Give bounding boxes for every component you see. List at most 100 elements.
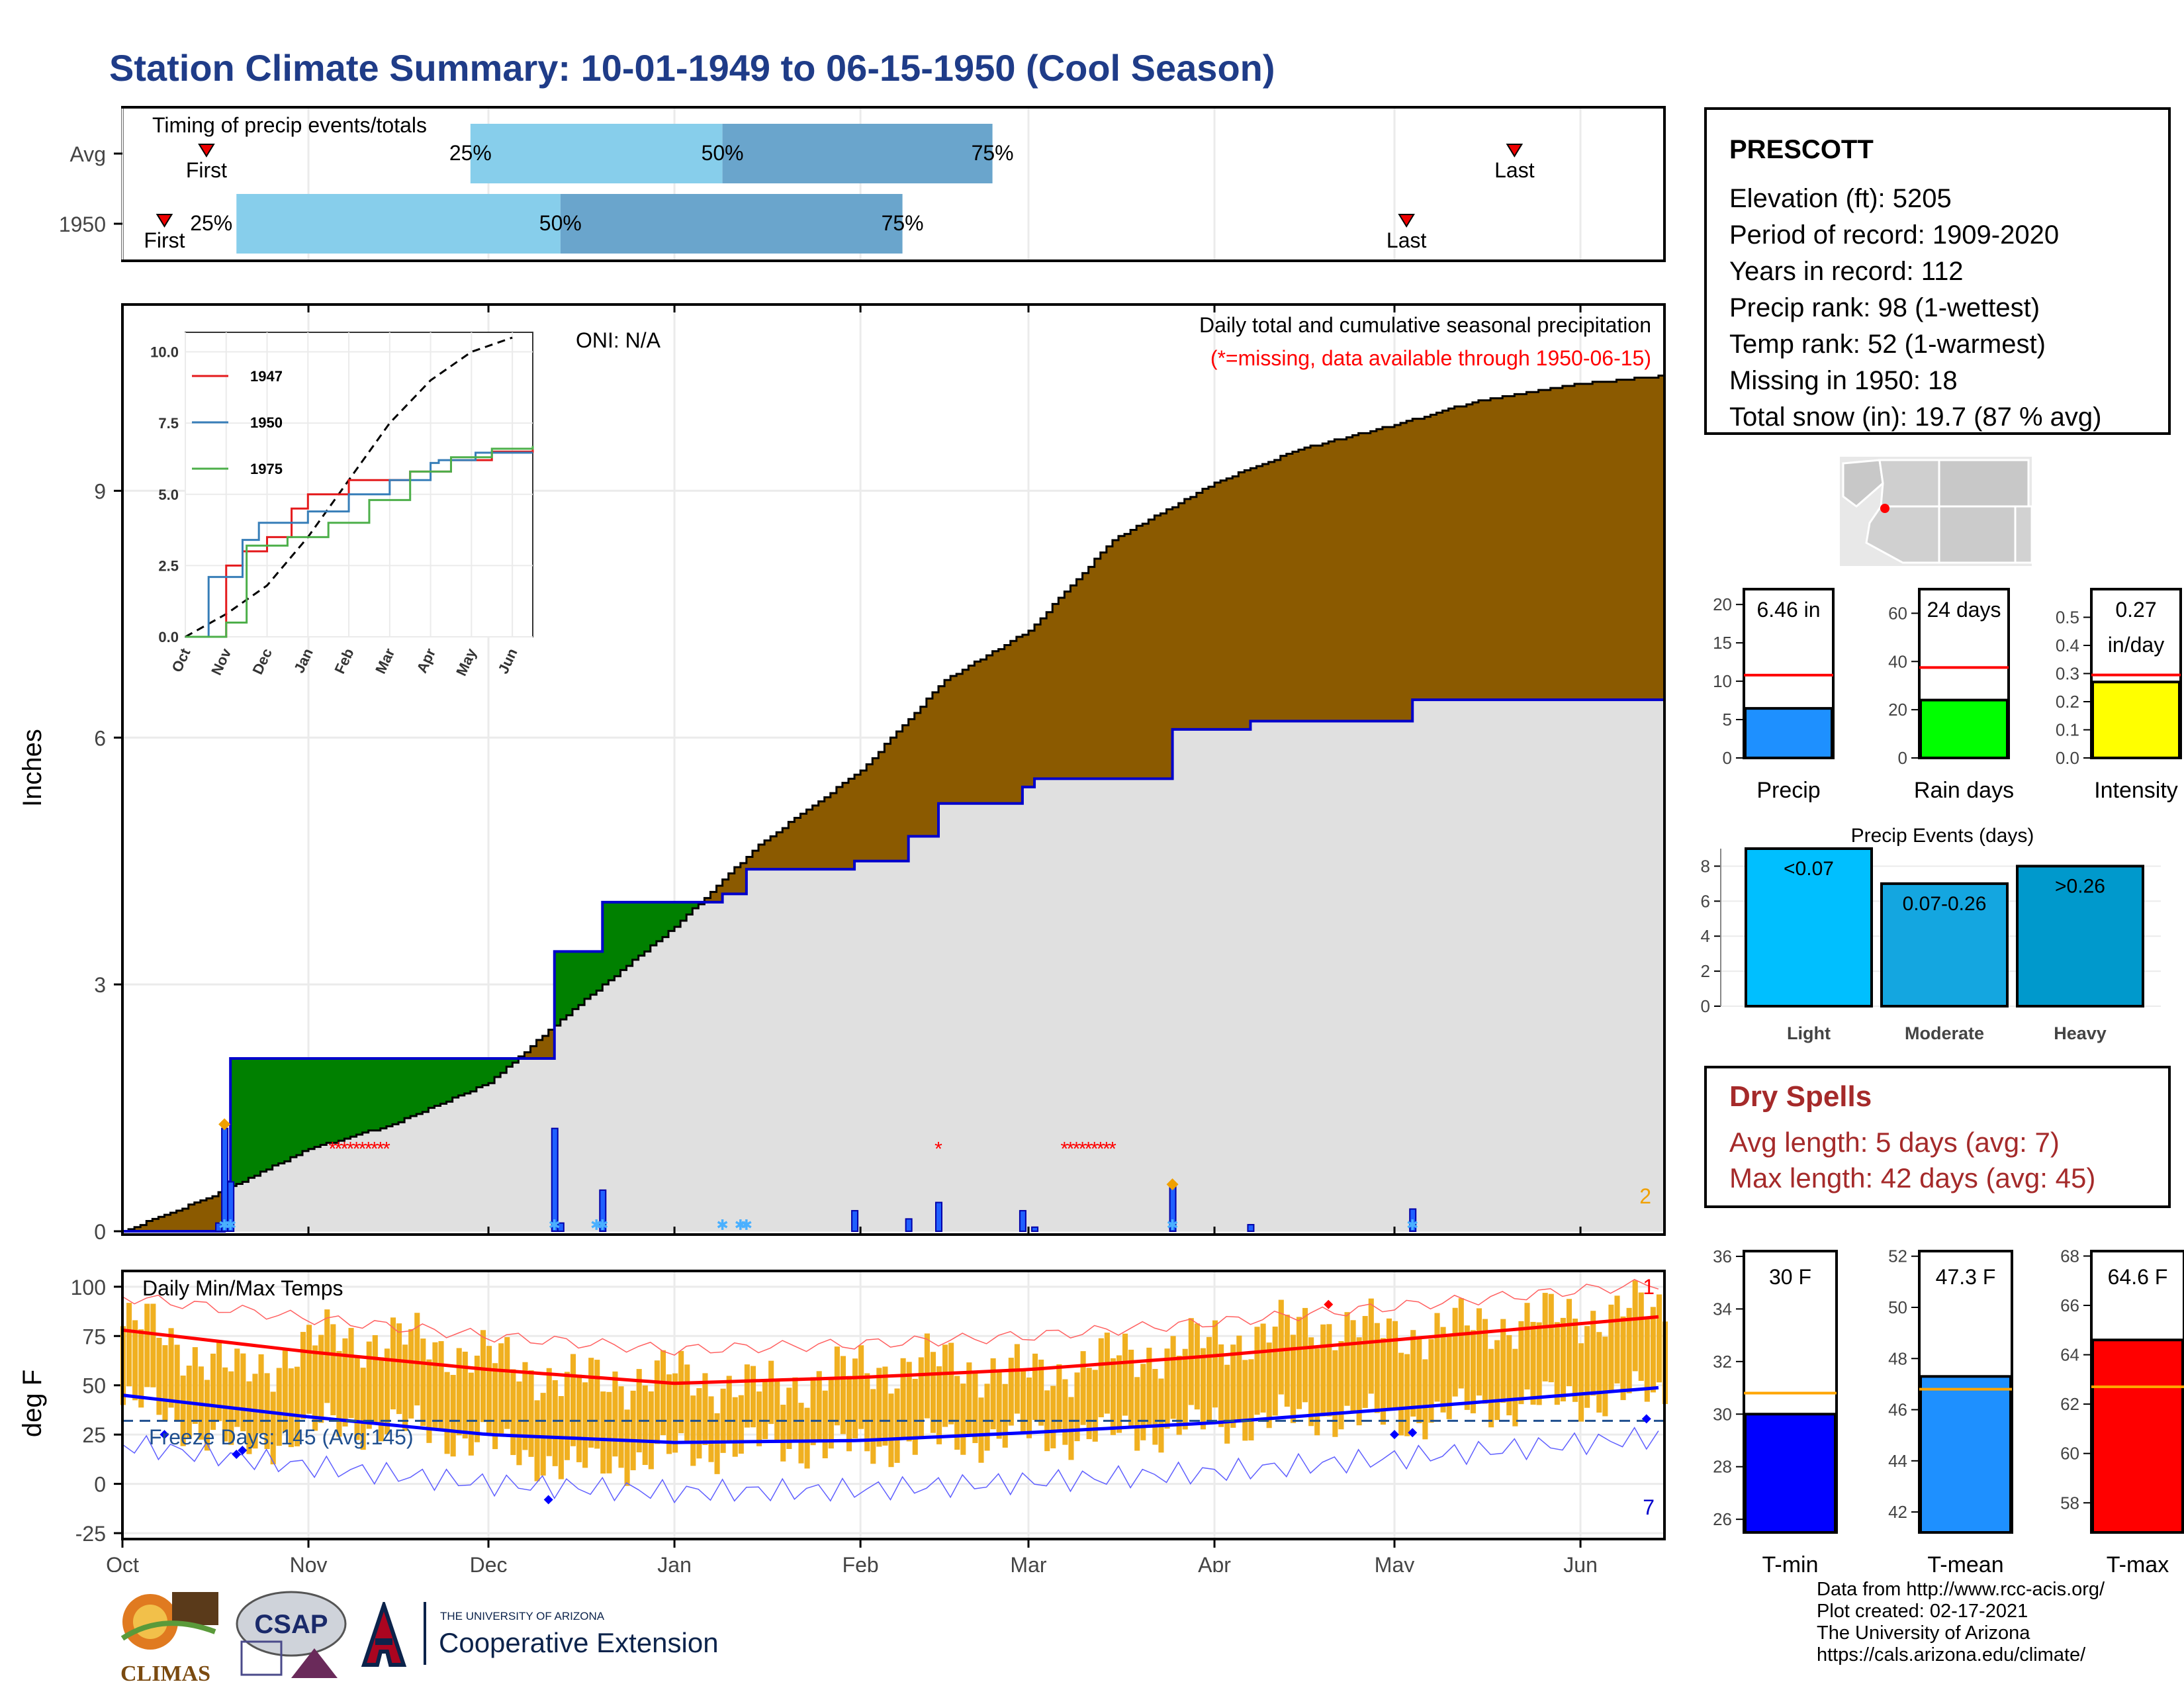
marker-label: Last bbox=[1387, 228, 1427, 252]
corner-top: 1 bbox=[1643, 1275, 1655, 1299]
temp-bar bbox=[1638, 1292, 1644, 1381]
temp-bar bbox=[1374, 1323, 1380, 1413]
mini-tick-label: 0.3 bbox=[2056, 664, 2079, 684]
timing-chart: Timing of precip events/totals Avg First La… bbox=[59, 106, 1666, 262]
temp-bar bbox=[192, 1347, 198, 1425]
temp-chart-title: Daily Min/Max Temps bbox=[142, 1276, 343, 1300]
temp-bar bbox=[576, 1374, 582, 1462]
event-value-label: <0.07 bbox=[1784, 858, 1834, 880]
surplus-area bbox=[224, 902, 705, 1190]
mini-bar bbox=[2091, 680, 2181, 759]
temp-bar bbox=[786, 1387, 792, 1449]
temp-bar bbox=[918, 1357, 924, 1438]
temp-bar bbox=[1338, 1340, 1344, 1430]
temp-bar bbox=[390, 1317, 396, 1410]
y-tick-label: 9 bbox=[94, 479, 106, 503]
temp-bar bbox=[1314, 1348, 1320, 1436]
credit-line: The University of Arizona bbox=[1817, 1622, 2030, 1644]
mini-tick-label: 15 bbox=[1713, 633, 1732, 653]
quartile-label: 25% bbox=[449, 141, 492, 165]
temp-bar bbox=[1578, 1343, 1584, 1422]
x-tick-label: May bbox=[1375, 1553, 1414, 1572]
inset-y-tick: 0.0 bbox=[158, 629, 179, 645]
temp-bar bbox=[354, 1355, 360, 1440]
tbar-value-label: 30 F bbox=[1769, 1265, 1811, 1289]
temp-bar bbox=[840, 1356, 846, 1434]
legend-label: 1950 bbox=[250, 414, 283, 431]
temp-bar bbox=[984, 1383, 990, 1451]
temp-bar bbox=[1248, 1359, 1254, 1441]
temp-bar bbox=[246, 1381, 252, 1454]
temp-bar bbox=[1122, 1333, 1128, 1416]
mini-label: Intensity bbox=[2094, 778, 2178, 803]
y-axis-label: deg F bbox=[18, 1370, 47, 1437]
temp-bar bbox=[780, 1405, 786, 1462]
temp-bar bbox=[1500, 1319, 1506, 1403]
temp-bar bbox=[1056, 1364, 1062, 1432]
mini-tick-label: 5 bbox=[1723, 710, 1732, 729]
temp-bar bbox=[420, 1338, 426, 1427]
temp-bar bbox=[1020, 1370, 1026, 1433]
timing-title: Timing of precip events/totals bbox=[152, 113, 427, 137]
temp-bar bbox=[774, 1381, 780, 1442]
temp-bar bbox=[348, 1328, 354, 1419]
temp-bar bbox=[1404, 1354, 1410, 1436]
temp-bar bbox=[702, 1373, 708, 1445]
record-marker-icon bbox=[1166, 1178, 1179, 1191]
temp-bar bbox=[648, 1391, 654, 1470]
temp-bar bbox=[750, 1366, 756, 1428]
temp-bar bbox=[1044, 1390, 1050, 1452]
missing-marker-icon: * bbox=[347, 1139, 355, 1160]
missing-marker-icon: * bbox=[353, 1139, 361, 1160]
event-category-label: Light bbox=[1787, 1023, 1831, 1043]
temp-bar bbox=[666, 1374, 672, 1454]
temp-bar bbox=[1380, 1338, 1386, 1425]
daily-precip-bar bbox=[934, 1201, 942, 1232]
tbar-tick-label: 68 bbox=[2060, 1246, 2079, 1266]
missing-marker-icon: * bbox=[1097, 1139, 1105, 1160]
temp-bar bbox=[1014, 1344, 1020, 1414]
tbar-tick-label: 66 bbox=[2060, 1295, 2079, 1315]
temp-bar bbox=[300, 1332, 306, 1419]
temp-bar bbox=[234, 1348, 240, 1427]
quartile-bar-light bbox=[470, 124, 723, 183]
temp-bar bbox=[132, 1320, 138, 1401]
temp-bar bbox=[846, 1376, 852, 1452]
temp-bar bbox=[1482, 1319, 1488, 1404]
temp-bar bbox=[1002, 1383, 1008, 1448]
temp-bar bbox=[1464, 1325, 1470, 1410]
temp-bar bbox=[1218, 1344, 1224, 1427]
inset-y-tick: 7.5 bbox=[158, 415, 179, 432]
ua-small-text: THE UNIVERSITY OF ARIZONA bbox=[440, 1610, 605, 1622]
temp-bar bbox=[414, 1313, 420, 1406]
temp-bar bbox=[1200, 1348, 1206, 1430]
temp-bar bbox=[540, 1393, 546, 1476]
temp-bar bbox=[1596, 1332, 1602, 1413]
tbar-tick-label: 42 bbox=[1888, 1502, 1907, 1522]
freeze-days-label: Freeze Days: 145 (Avg:145) bbox=[149, 1425, 414, 1449]
temp-bar bbox=[864, 1373, 870, 1452]
snow-marker-icon: ✱ bbox=[735, 1217, 747, 1233]
temp-bar bbox=[1236, 1335, 1242, 1421]
temp-bar bbox=[336, 1350, 342, 1437]
temp-bar bbox=[150, 1303, 156, 1387]
tbar-bar bbox=[2091, 1338, 2184, 1534]
temp-bar bbox=[1368, 1298, 1374, 1394]
temp-bar bbox=[1008, 1358, 1014, 1426]
x-tick-label: Jun bbox=[1563, 1553, 1598, 1572]
temp-bar bbox=[954, 1376, 960, 1450]
temp-bar bbox=[1524, 1303, 1530, 1390]
temp-bar bbox=[522, 1362, 528, 1450]
tbar-tick-label: 26 bbox=[1713, 1509, 1732, 1529]
tbar-tick-label: 46 bbox=[1888, 1400, 1907, 1420]
tbar-value-label: 47.3 F bbox=[1936, 1265, 1996, 1289]
x-tick-label: Mar bbox=[1010, 1553, 1046, 1572]
tbar-tick-label: 34 bbox=[1713, 1299, 1732, 1319]
climas-logo: CLIMAS bbox=[109, 1585, 222, 1686]
timing-row-label: Avg bbox=[69, 142, 106, 166]
temp-bar bbox=[282, 1350, 288, 1432]
temp-bar bbox=[516, 1381, 522, 1466]
temp-bar bbox=[1422, 1359, 1428, 1440]
temp-bar bbox=[396, 1323, 402, 1415]
temp-bar bbox=[456, 1348, 462, 1436]
